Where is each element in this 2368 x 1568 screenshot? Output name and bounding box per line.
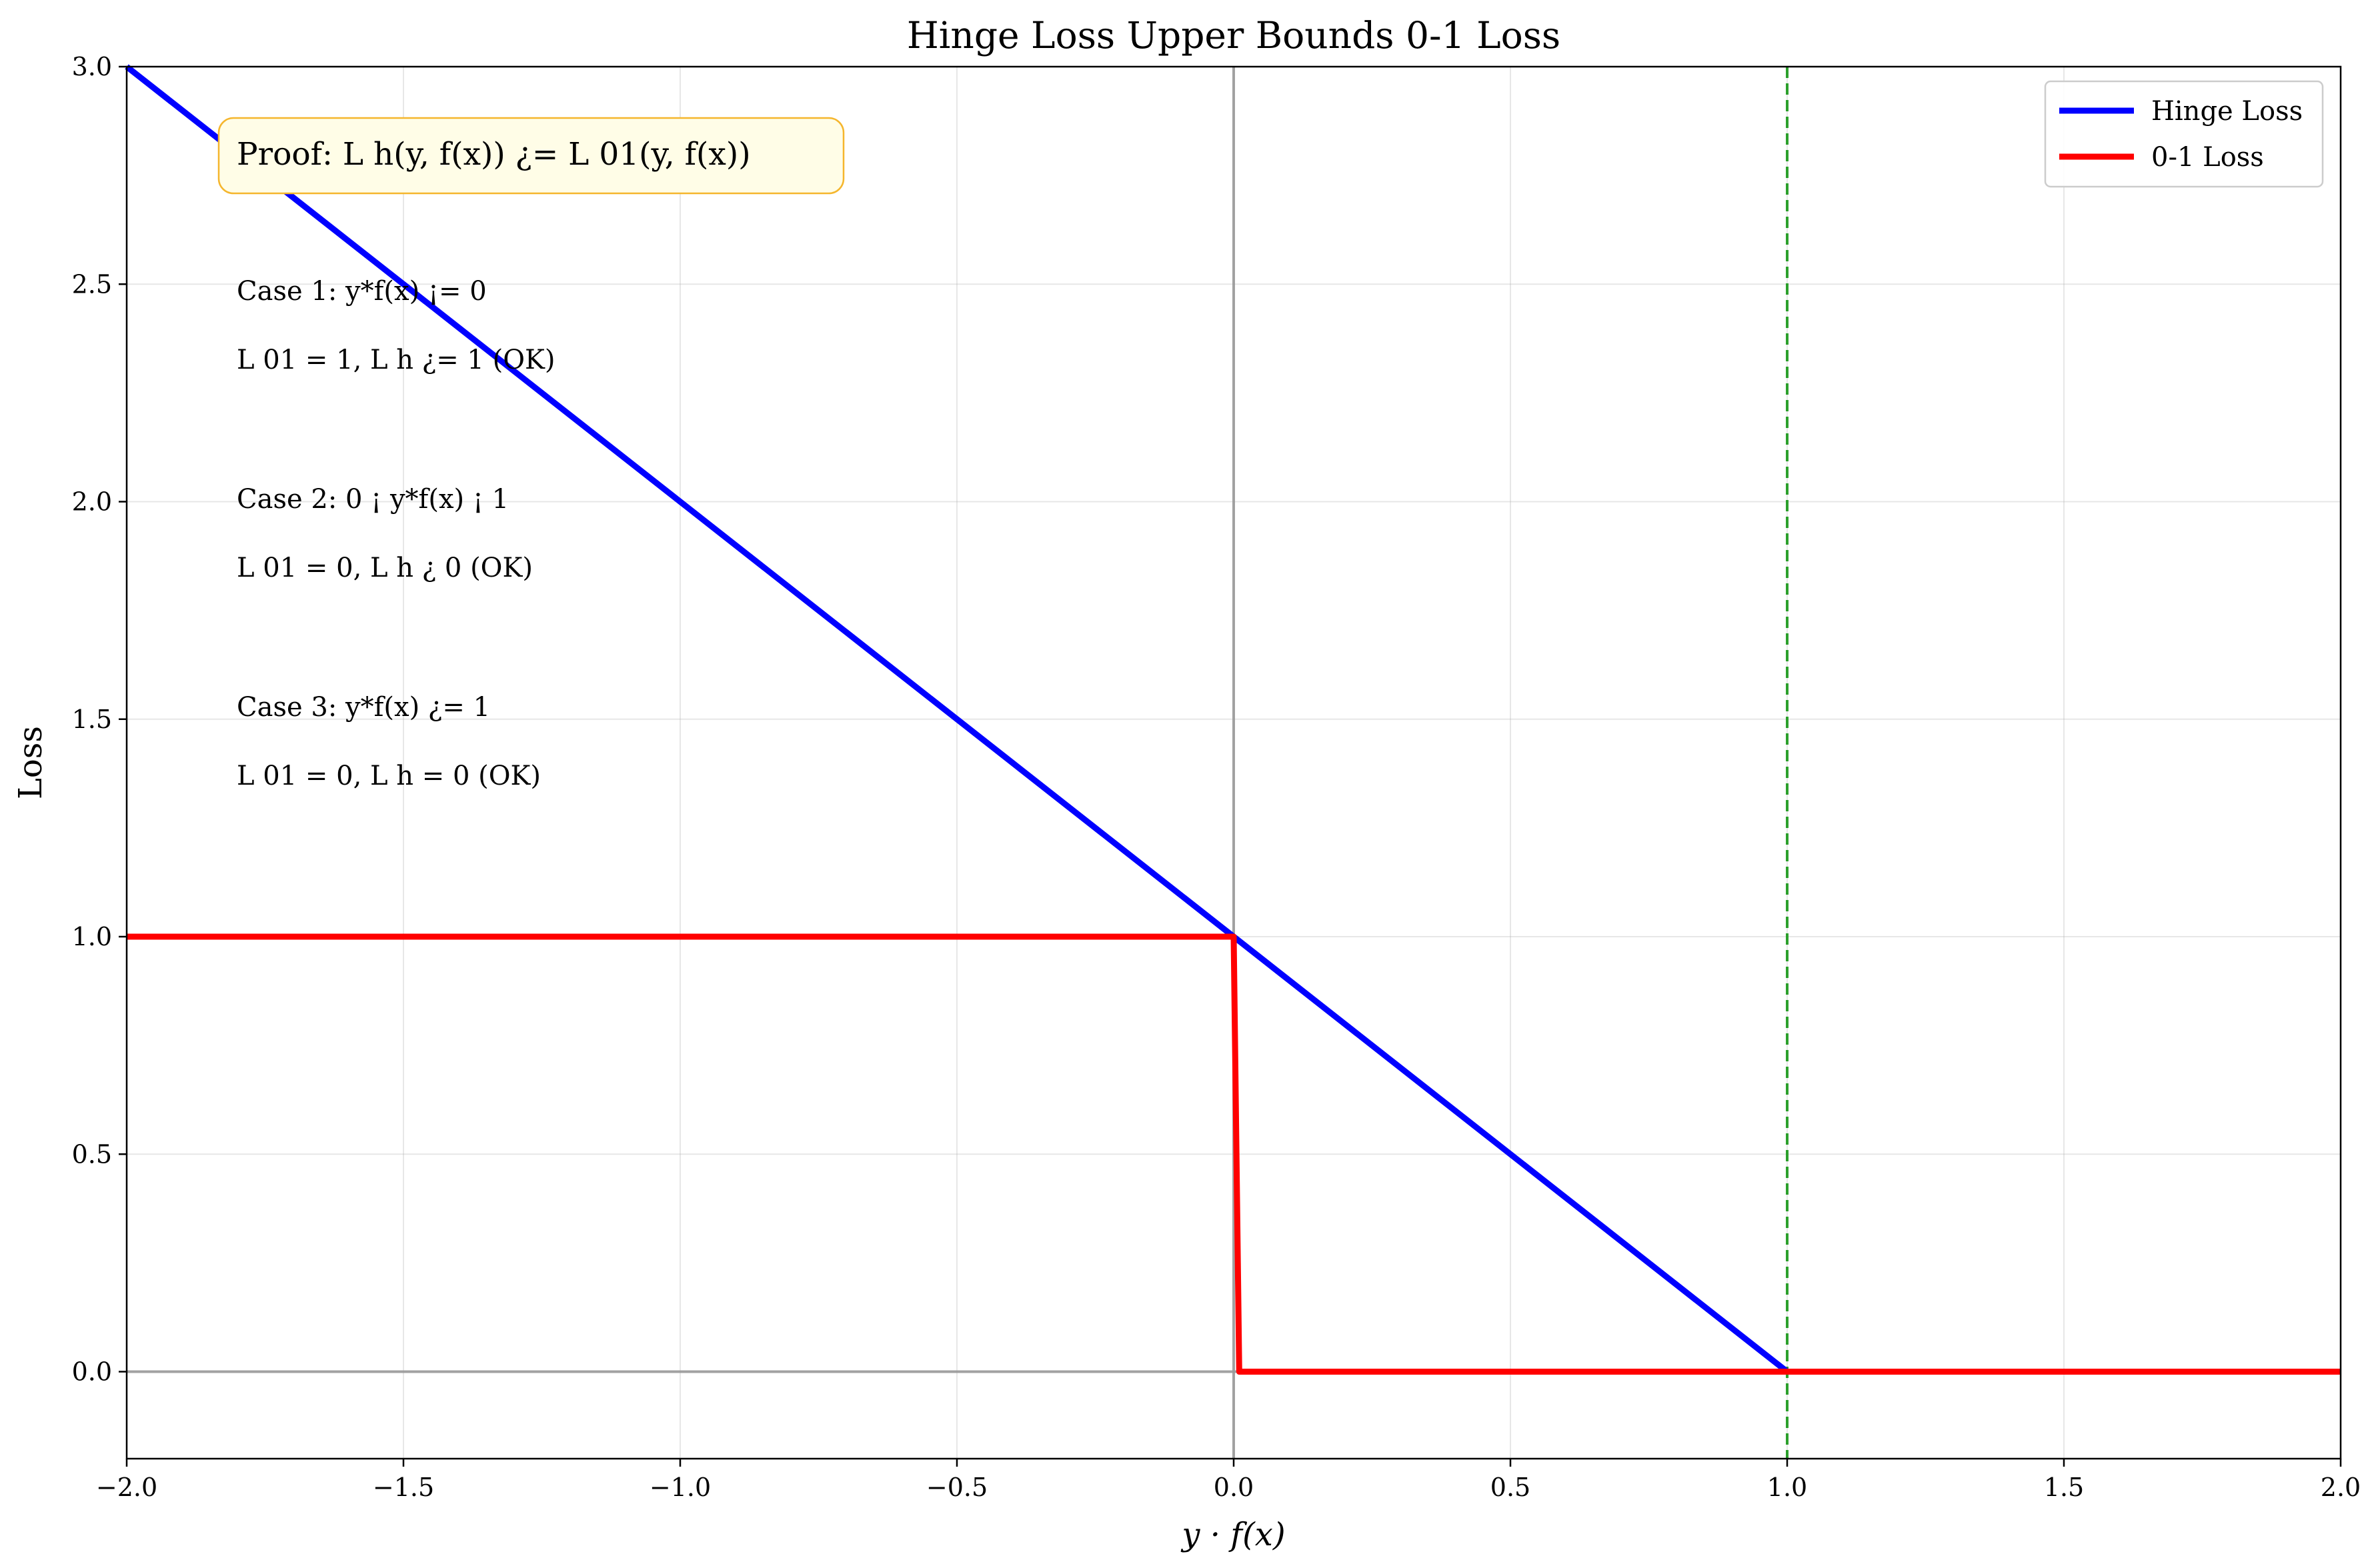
- x-tick-label-1: −1.5: [373, 1473, 434, 1502]
- series-line-0-1-loss: [127, 933, 2341, 1375]
- y-tick-label-2: 1.0: [72, 922, 112, 951]
- y-tick-label-4: 2.0: [72, 487, 112, 517]
- legend-label-hinge-loss: Hinge Loss: [2151, 96, 2303, 127]
- y-tick-label-3: 1.5: [72, 705, 112, 734]
- axis-ticks: −2.0 −1.5 −1.0 −0.5 0.0 0.5 1.0 1.5 2.0 0.0 0.5 1.0…: [72, 52, 2361, 1502]
- x-axis-title: y · f(x): [1180, 1516, 1285, 1553]
- y-tick-label-1: 0.5: [72, 1139, 112, 1169]
- legend-label-0-1-loss: 0-1 Loss: [2151, 142, 2264, 173]
- x-tick-label-6: 1.0: [1767, 1473, 1807, 1502]
- x-tick-label-3: −0.5: [926, 1473, 988, 1502]
- proof-box: Proof: L h(y, f(x)) ¿= L 01(y, f(x)): [217, 117, 845, 195]
- chart-title: Hinge Loss Upper Bounds 0-1 Loss: [907, 14, 1560, 57]
- series-lines: [125, 64, 2341, 1375]
- case-annotations: Case 1: y*f(x) ¡= 0 L 01 = 1, L h ¿= 1 (…: [237, 276, 555, 791]
- proof-box-background: [217, 117, 845, 195]
- y-axis-title: Loss: [12, 726, 49, 799]
- case-3-result: L 01 = 0, L h = 0 (OK): [237, 761, 541, 791]
- y-tick-label-5: 2.5: [72, 269, 112, 299]
- x-tick-label-5: 0.5: [1490, 1473, 1530, 1502]
- x-tick-label-0: −2.0: [96, 1473, 157, 1502]
- y-tick-label-6: 3.0: [72, 52, 112, 81]
- legend: Hinge Loss 0-1 Loss: [2044, 80, 2324, 188]
- case-3-condition: Case 3: y*f(x) ¿= 1: [237, 692, 490, 723]
- x-tick-label-4: 0.0: [1214, 1473, 1254, 1502]
- case-1-condition: Case 1: y*f(x) ¡= 0: [237, 276, 487, 307]
- case-1-result: L 01 = 1, L h ¿= 1 (OK): [237, 345, 555, 375]
- x-tick-label-7: 1.5: [2044, 1473, 2084, 1502]
- case-2-condition: Case 2: 0 ¡ y*f(x) ¡ 1: [237, 484, 509, 515]
- case-2-result: L 01 = 0, L h ¿ 0 (OK): [237, 553, 533, 583]
- x-tick-label-8: 2.0: [2321, 1473, 2361, 1502]
- proof-box-text: Proof: L h(y, f(x)) ¿= L 01(y, f(x)): [237, 136, 751, 173]
- y-tick-label-0: 0.0: [72, 1357, 112, 1387]
- x-tick-label-2: −1.0: [650, 1473, 711, 1502]
